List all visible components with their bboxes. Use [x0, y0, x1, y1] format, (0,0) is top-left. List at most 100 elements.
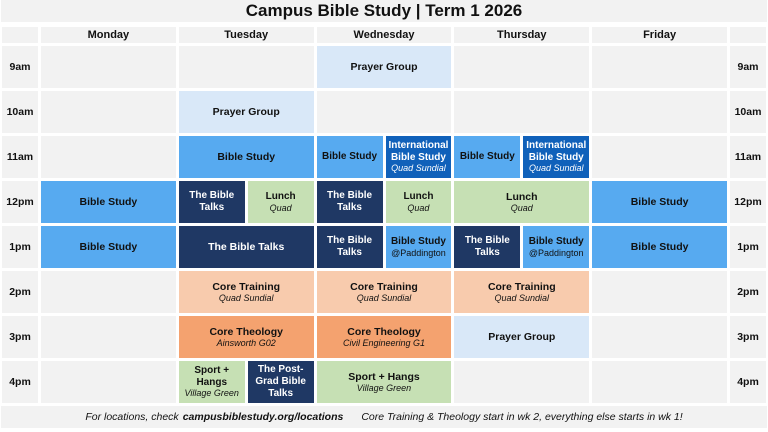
empty-cell-tue-9am: [178, 46, 314, 88]
event-fri-12pm-bible-study: Bible Study: [592, 181, 727, 223]
event-tue-11am-bible-study: Bible Study: [178, 136, 314, 178]
event-thu-11am-international-bible-study: International Bible Study Quad Sundial: [523, 136, 590, 178]
event-wed-1pm-bible-study-paddington: Bible Study @Paddington: [385, 226, 452, 268]
time-label-left-12pm: 12pm: [2, 181, 38, 223]
event-title: Core Theology: [347, 325, 421, 338]
event-title: Bible Study: [79, 195, 138, 208]
event-wed-1pm-the-bible-talks: The Bible Talks: [316, 226, 383, 268]
event-title: The Bible Talks: [327, 235, 373, 258]
empty-cell-mon-2pm: [41, 271, 176, 313]
time-label-right-2pm: 2pm: [730, 271, 766, 313]
time-label-right-1pm: 1pm: [730, 226, 766, 268]
event-location: Village Green: [356, 382, 412, 393]
empty-cell-thu-10am: [454, 91, 590, 133]
time-label-left-2pm: 2pm: [2, 271, 38, 313]
event-title: International Bible Study: [526, 139, 587, 163]
event-tue-10am-prayer-group: Prayer Group: [178, 91, 314, 133]
event-title: Lunch: [265, 190, 296, 202]
time-label-right-10am: 10am: [730, 91, 766, 133]
header-day-tuesday: Tuesday: [178, 27, 314, 43]
event-title: Bible Study: [217, 150, 276, 163]
event-title: Bible Study: [459, 151, 515, 163]
event-fri-1pm-bible-study: Bible Study: [592, 226, 727, 268]
event-mon-12pm-bible-study: Bible Study: [41, 181, 176, 223]
event-location: Civil Engineering G1: [342, 337, 426, 348]
event-location: Quad Sundial: [528, 163, 584, 174]
event-wed-2pm-core-training: Core Training Quad Sundial: [316, 271, 452, 313]
event-tue-12pm-the-bible-talks: The Bible Talks: [178, 181, 245, 223]
time-label-right-9am: 9am: [730, 46, 766, 88]
event-title: The Post-Grad Bible Talks: [255, 364, 306, 399]
event-title: Prayer Group: [350, 60, 418, 73]
header-corner-left: [2, 27, 38, 43]
empty-cell-fri-9am: [592, 46, 727, 88]
event-location: Quad Sundial: [356, 292, 412, 303]
event-tue-2pm-core-training: Core Training Quad Sundial: [178, 271, 314, 313]
timetable-grid: Monday Tuesday Wednesday Thursday Friday…: [2, 27, 766, 403]
footer-week-note: Core Training & Theology start in wk 2, …: [361, 411, 683, 423]
time-label-right-11am: 11am: [730, 136, 766, 178]
event-wed-3pm-core-theology: Core Theology Civil Engineering G1: [316, 316, 452, 358]
event-title: Bible Study: [79, 240, 138, 253]
footer-note: For locations, check campusbiblestudy.or…: [1, 406, 767, 428]
header-corner-right: [730, 27, 766, 43]
empty-cell-wed-10am: [316, 91, 452, 133]
event-tue-3pm-core-theology: Core Theology Ainsworth G02: [178, 316, 314, 358]
event-location: Village Green: [184, 388, 239, 399]
event-location: Quad Sundial: [391, 163, 446, 174]
empty-cell-fri-11am: [592, 136, 727, 178]
event-location: Quad Sundial: [218, 292, 274, 303]
empty-cell-mon-9am: [41, 46, 176, 88]
event-title: Prayer Group: [488, 330, 556, 343]
event-title: Sport + Hangs: [348, 370, 420, 383]
time-label-left-1pm: 1pm: [2, 226, 38, 268]
header-day-wednesday: Wednesday: [316, 27, 452, 43]
event-title: The Bible Talks: [327, 190, 373, 213]
event-thu-11am-bible-study: Bible Study: [454, 136, 521, 178]
title-bar: Campus Bible Study | Term 1 2026: [1, 0, 767, 22]
event-location: Quad: [269, 202, 292, 213]
event-mon-1pm-bible-study: Bible Study: [41, 226, 176, 268]
event-location: @Paddington: [528, 247, 584, 258]
event-title: The Bible Talks: [464, 235, 510, 258]
event-title: Lunch: [403, 190, 434, 202]
empty-cell-fri-3pm: [592, 316, 727, 358]
event-thu-1pm-the-bible-talks: The Bible Talks: [454, 226, 521, 268]
event-location: @Paddington: [391, 247, 446, 258]
page-title: Campus Bible Study | Term 1 2026: [245, 1, 523, 20]
empty-cell-mon-4pm: [41, 361, 176, 403]
event-title: Sport + Hangs: [194, 364, 230, 388]
event-title: Bible Study: [630, 195, 689, 208]
event-title: The Bible Talks: [189, 190, 235, 213]
event-tue-4pm-postgrad-bible-talks: The Post-Grad Bible Talks: [247, 361, 314, 403]
footer-prefix: For locations, check: [85, 411, 179, 423]
event-wed-9am-prayer-group: Prayer Group: [316, 46, 452, 88]
header-day-friday: Friday: [592, 27, 727, 43]
event-wed-11am-bible-study: Bible Study: [316, 136, 383, 178]
event-title: Bible Study: [322, 151, 378, 163]
time-label-left-4pm: 4pm: [2, 361, 38, 403]
empty-cell-mon-11am: [41, 136, 176, 178]
header-day-monday: Monday: [41, 27, 176, 43]
event-wed-12pm-lunch: Lunch Quad: [385, 181, 452, 223]
event-title: The Bible Talks: [208, 240, 285, 253]
empty-cell-fri-10am: [592, 91, 727, 133]
event-title: Core Training: [487, 280, 556, 293]
event-location: Quad Sundial: [494, 292, 550, 303]
empty-cell-thu-4pm: [454, 361, 590, 403]
time-label-right-12pm: 12pm: [730, 181, 766, 223]
footer-locations-url: campusbiblestudy.org/locations: [182, 411, 344, 423]
event-location: Ainsworth G02: [216, 337, 276, 348]
event-location: Quad: [407, 202, 430, 213]
time-label-left-3pm: 3pm: [2, 316, 38, 358]
event-title: International Bible Study: [388, 139, 449, 163]
event-wed-4pm-sport-hangs: Sport + Hangs Village Green: [316, 361, 452, 403]
event-location: Quad: [510, 202, 533, 213]
empty-cell-fri-2pm: [592, 271, 727, 313]
empty-cell-thu-9am: [454, 46, 590, 88]
event-title: Bible Study: [528, 235, 584, 247]
event-title: Bible Study: [630, 240, 689, 253]
event-thu-3pm-prayer-group: Prayer Group: [454, 316, 590, 358]
event-wed-11am-international-bible-study: International Bible Study Quad Sundial: [385, 136, 452, 178]
event-title: Prayer Group: [212, 105, 280, 118]
